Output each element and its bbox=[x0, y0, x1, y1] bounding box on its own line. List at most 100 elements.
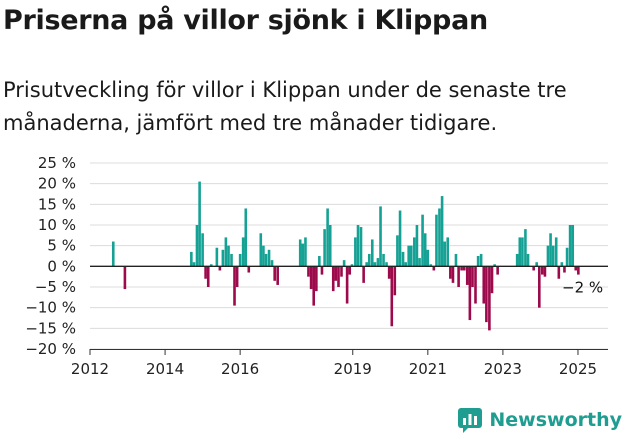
bar bbox=[247, 266, 251, 273]
bar bbox=[565, 247, 569, 267]
bar bbox=[190, 251, 193, 267]
y-tick-label: 10 % bbox=[38, 216, 76, 234]
bar bbox=[407, 245, 410, 267]
bar bbox=[318, 256, 321, 267]
newsworthy-logo-icon bbox=[458, 408, 483, 433]
bar bbox=[356, 225, 360, 267]
bar bbox=[546, 245, 550, 267]
axes bbox=[89, 265, 608, 355]
bar bbox=[215, 247, 219, 267]
bar bbox=[315, 266, 318, 292]
bar bbox=[387, 266, 391, 279]
bar bbox=[370, 239, 374, 267]
last-value-label: −2 % bbox=[562, 278, 603, 296]
bar bbox=[241, 237, 245, 267]
bar bbox=[227, 245, 230, 267]
x-tick-label: 2025 bbox=[559, 360, 597, 378]
bar bbox=[326, 208, 329, 267]
bar bbox=[111, 241, 115, 267]
bar bbox=[577, 266, 580, 275]
bar bbox=[192, 262, 196, 267]
chart-subtitle: Prisutveckling för villor i Klippan unde… bbox=[3, 78, 567, 135]
bar bbox=[259, 233, 263, 267]
bar bbox=[479, 253, 483, 267]
bar bbox=[457, 266, 460, 287]
bar bbox=[304, 237, 307, 267]
bar bbox=[521, 237, 524, 267]
bar bbox=[418, 258, 421, 267]
bar bbox=[468, 266, 472, 321]
bar bbox=[273, 266, 276, 281]
bar bbox=[410, 245, 413, 267]
bar bbox=[123, 266, 127, 290]
y-tick-label: −5 % bbox=[35, 278, 76, 296]
bar bbox=[323, 229, 326, 267]
chart-title: Priserna på villor sjönk i Klippan bbox=[3, 5, 488, 36]
bar bbox=[518, 237, 522, 267]
bar bbox=[301, 243, 305, 267]
bar bbox=[204, 266, 207, 279]
bar bbox=[365, 262, 368, 267]
bar bbox=[224, 237, 228, 267]
bar bbox=[362, 266, 365, 283]
x-tick-label: 2016 bbox=[221, 360, 259, 378]
bar bbox=[390, 266, 394, 327]
bar bbox=[342, 260, 346, 267]
bar bbox=[373, 262, 377, 267]
bar bbox=[541, 266, 544, 275]
y-tick-label: 5 % bbox=[47, 237, 76, 255]
bar bbox=[557, 266, 561, 279]
bar bbox=[574, 266, 578, 271]
bar bbox=[426, 249, 430, 267]
bar bbox=[415, 225, 419, 267]
bar bbox=[359, 227, 363, 267]
bar bbox=[201, 233, 204, 267]
bar bbox=[485, 266, 488, 323]
bar bbox=[218, 266, 222, 271]
bar bbox=[538, 266, 541, 308]
gridlines bbox=[90, 162, 608, 350]
x-tick-label: 2012 bbox=[71, 360, 109, 378]
bar bbox=[331, 266, 335, 292]
bar bbox=[382, 253, 385, 267]
bar bbox=[462, 266, 466, 271]
y-tick-label: 25 % bbox=[38, 154, 76, 172]
bar bbox=[404, 262, 407, 267]
bar bbox=[221, 249, 225, 267]
bar bbox=[393, 266, 397, 296]
y-tick-label: 15 % bbox=[38, 195, 76, 213]
bar bbox=[233, 266, 236, 306]
x-tick-label: 2014 bbox=[146, 360, 184, 378]
bar bbox=[449, 266, 452, 279]
bar bbox=[398, 210, 402, 267]
bar bbox=[345, 266, 349, 304]
newsworthy-logo[interactable]: Newsworthy bbox=[457, 407, 622, 433]
bar bbox=[348, 266, 352, 275]
bar bbox=[312, 266, 316, 306]
bar bbox=[270, 260, 274, 267]
bar bbox=[350, 264, 354, 267]
bar bbox=[524, 229, 527, 267]
bar bbox=[438, 208, 441, 267]
x-tick-label: 2023 bbox=[484, 360, 522, 378]
bar bbox=[309, 266, 313, 290]
bar bbox=[244, 208, 248, 267]
bar bbox=[532, 266, 535, 271]
bar bbox=[535, 262, 538, 267]
x-tick-label: 2021 bbox=[409, 360, 447, 378]
bar bbox=[340, 266, 343, 277]
y-tick-label: −10 % bbox=[25, 299, 76, 317]
bar bbox=[482, 266, 486, 304]
x-tick-label: 2019 bbox=[334, 360, 372, 378]
bar bbox=[320, 266, 324, 275]
bar bbox=[264, 253, 268, 267]
bar bbox=[354, 237, 357, 267]
bar bbox=[337, 266, 340, 287]
bar bbox=[560, 262, 564, 267]
bar bbox=[328, 225, 332, 267]
bar bbox=[476, 256, 480, 267]
bar bbox=[276, 266, 279, 285]
bar bbox=[471, 266, 474, 287]
bar bbox=[421, 214, 424, 267]
bar bbox=[379, 206, 382, 267]
